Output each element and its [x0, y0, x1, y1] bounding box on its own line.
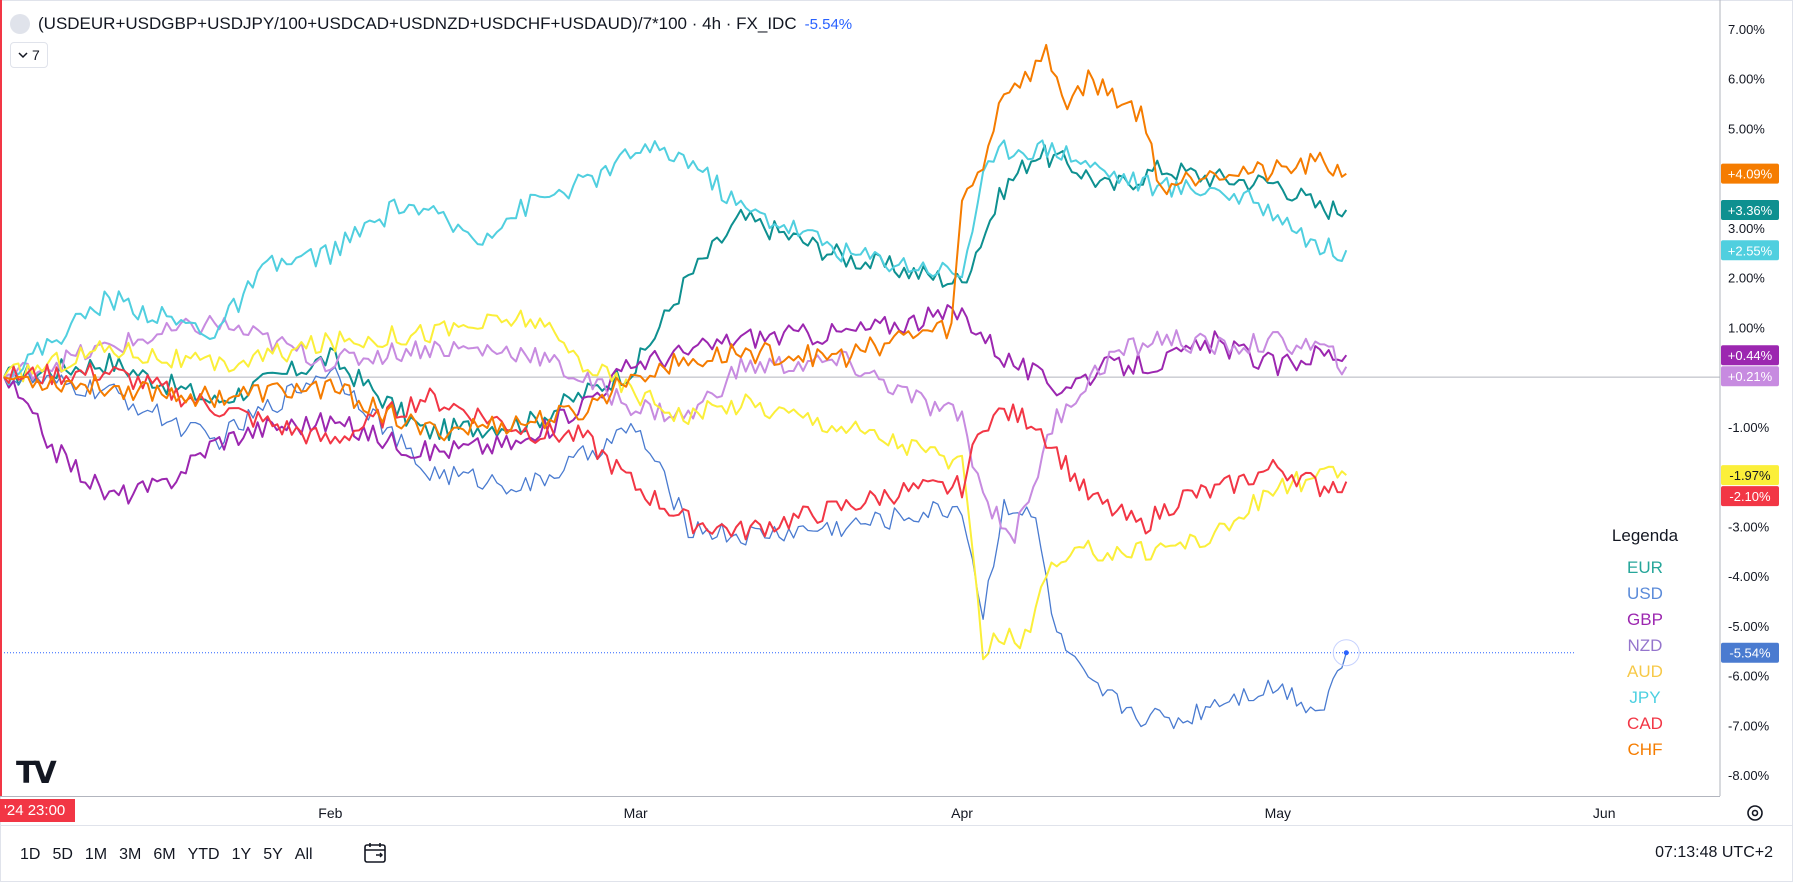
- y-tick-label: -3.00%: [1728, 519, 1770, 534]
- y-tick-label: 5.00%: [1728, 121, 1765, 136]
- range-button-1m[interactable]: 1M: [84, 846, 108, 863]
- x-tick-label: Apr: [951, 805, 973, 821]
- legend-item-aud: AUD: [1627, 662, 1663, 681]
- range-button-1y[interactable]: 1Y: [231, 846, 252, 863]
- legend: Legenda EUR USD GBP NZD AUD JPY CAD CHF: [1610, 526, 1680, 763]
- last-value-badge-bg: [1721, 163, 1779, 184]
- range-button-5d[interactable]: 5D: [52, 846, 73, 863]
- price-chart-svg[interactable]: 7.00%6.00%5.00%4.00%3.00%2.00%1.00%0.00%…: [0, 0, 1793, 825]
- y-tick-label: -7.00%: [1728, 718, 1770, 733]
- last-value-badge-bg: [1721, 465, 1779, 486]
- series-line-eur: [3, 144, 1348, 442]
- range-button-5y[interactable]: 5Y: [263, 846, 283, 863]
- x-tick-label: Mar: [624, 805, 648, 821]
- legend-item-gbp: GBP: [1627, 610, 1663, 629]
- chevron-down-icon: [18, 52, 28, 59]
- last-price-dot: [1343, 650, 1349, 656]
- crosshair-date-badge: '24 23:00: [0, 799, 76, 822]
- tradingview-logo-icon[interactable]: TV: [16, 756, 57, 791]
- series-line-usd: [3, 366, 1347, 730]
- y-tick-label: 1.00%: [1728, 320, 1765, 335]
- legend-items: EUR USD GBP NZD AUD JPY CAD CHF: [1610, 555, 1680, 763]
- last-value-badge-label: +3.36%: [1728, 203, 1773, 218]
- series-line-cad: [3, 362, 1348, 541]
- series-line-gbp: [3, 304, 1348, 505]
- clock[interactable]: 07:13:48 UTC+2: [1655, 844, 1773, 861]
- symbol-change: -5.54%: [804, 15, 853, 33]
- legend-title: Legenda: [1611, 526, 1679, 545]
- legend-item-nzd: NZD: [1627, 636, 1663, 655]
- series-line-chf: [3, 43, 1347, 442]
- range-button-6m[interactable]: 6M: [153, 846, 176, 863]
- last-value-badge-label: +0.44%: [1728, 348, 1773, 363]
- last-value-badge-label: -2.10%: [1729, 489, 1771, 504]
- time-axis[interactable]: '24 23:00: [0, 796, 1720, 826]
- range-button-1d[interactable]: 1D: [20, 846, 41, 863]
- date-range-buttons: 1D 5D 1M 3M 6M YTD 1Y 5Y All: [14, 844, 319, 866]
- y-tick-label: -6.00%: [1728, 669, 1770, 684]
- last-value-badge-bg: [1721, 486, 1779, 507]
- last-value-badge-label: +2.55%: [1728, 243, 1773, 258]
- y-tick-label: -5.00%: [1728, 619, 1770, 634]
- last-value-badge-bg: [1721, 366, 1779, 387]
- calendar-icon[interactable]: [362, 841, 390, 865]
- range-button-ytd[interactable]: YTD: [187, 846, 220, 863]
- y-tick-label: 2.00%: [1728, 271, 1765, 286]
- last-value-badge-bg: [1721, 345, 1779, 366]
- symbol-logo-icon: [10, 14, 30, 34]
- session-marker: [0, 0, 2, 796]
- indicators-collapse-button[interactable]: 7: [10, 42, 48, 68]
- last-value-badge-label: +0.21%: [1728, 369, 1773, 384]
- series-line-aud: [3, 309, 1347, 661]
- y-tick-label: -1.00%: [1728, 420, 1770, 435]
- y-tick-label: 6.00%: [1728, 72, 1765, 87]
- y-tick-label: -4.00%: [1728, 569, 1770, 584]
- x-tick-label: Jun: [1593, 805, 1616, 821]
- last-value-badge-label: -5.54%: [1729, 646, 1771, 661]
- series-line-jpy: [3, 139, 1348, 386]
- range-button-3m[interactable]: 3M: [119, 846, 142, 863]
- legend-item-eur: EUR: [1627, 558, 1663, 577]
- indicator-count: 7: [32, 47, 40, 63]
- symbol-header: (USDEUR+USDGBP+USDJPY/100+USDCAD+USDNZD+…: [10, 12, 852, 36]
- last-value-badge-bg: [1721, 642, 1779, 663]
- x-tick-label: May: [1265, 805, 1291, 821]
- settings-gear-icon[interactable]: [1745, 803, 1765, 823]
- legend-item-jpy: JPY: [1629, 688, 1661, 707]
- bottom-toolbar: 1D 5D 1M 3M 6M YTD 1Y 5Y All 07:13:48 UTC+2: [0, 825, 1793, 882]
- range-button-all[interactable]: All: [294, 846, 313, 863]
- y-tick-label: -8.00%: [1728, 768, 1770, 783]
- last-value-badge-bg: [1721, 240, 1779, 261]
- last-value-badge-bg: [1721, 199, 1779, 220]
- x-tick-label: Feb: [318, 805, 342, 821]
- last-value-badge-label: +4.09%: [1728, 167, 1773, 182]
- last-price-pulse: [1332, 639, 1360, 667]
- legend-item-cad: CAD: [1627, 714, 1663, 733]
- y-tick-label: 3.00%: [1728, 221, 1765, 236]
- symbol-title[interactable]: (USDEUR+USDGBP+USDJPY/100+USDCAD+USDNZD+…: [38, 14, 797, 33]
- legend-item-usd: USD: [1627, 584, 1663, 603]
- chart-plot-area[interactable]: 7.00%6.00%5.00%4.00%3.00%2.00%1.00%0.00%…: [0, 0, 1779, 821]
- legend-item-chf: CHF: [1627, 740, 1663, 759]
- last-value-badge-label: -1.97%: [1729, 468, 1771, 483]
- y-tick-label: 7.00%: [1728, 22, 1765, 37]
